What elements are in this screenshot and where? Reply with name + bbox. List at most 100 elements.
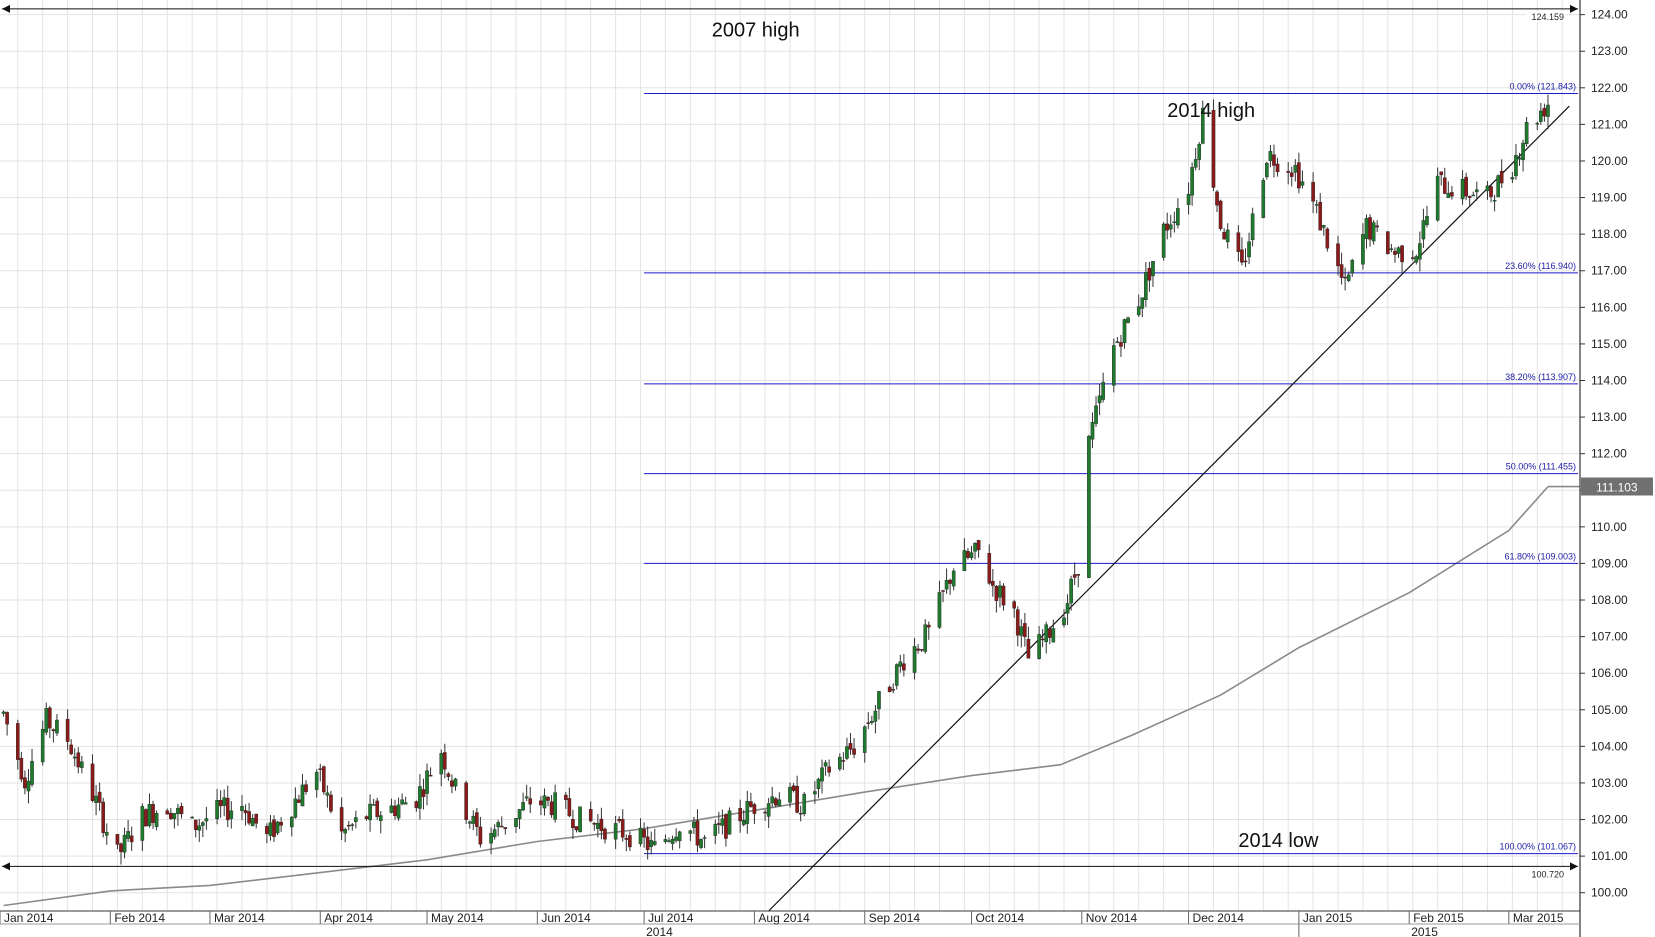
candle-body — [314, 771, 319, 790]
candle-body — [628, 835, 632, 848]
candle-body — [179, 806, 184, 815]
candle-body — [638, 827, 643, 845]
moving-average — [3, 485, 1580, 907]
candle-body — [439, 753, 444, 775]
candle-body — [1535, 122, 1540, 125]
candle-body — [1122, 319, 1127, 343]
candle-body — [741, 819, 746, 825]
candle-body — [791, 785, 796, 791]
candle-body — [1072, 574, 1077, 578]
candle-body — [1236, 232, 1241, 252]
candle-body — [667, 840, 671, 842]
candle-body — [951, 570, 956, 587]
candle-body — [1215, 191, 1219, 206]
candle-body — [1435, 175, 1440, 221]
y-tick-label: 118.00 — [1591, 227, 1627, 241]
candlesticks — [1, 94, 1550, 865]
fib-level-label: 23.60% (116.940) — [1505, 261, 1576, 271]
candle-body — [1339, 264, 1344, 278]
candle-body — [1186, 194, 1191, 205]
fib-level-label: 50.00% (111.455) — [1506, 462, 1576, 472]
candle-body — [663, 839, 668, 842]
candle-body — [1386, 231, 1390, 255]
candle-body — [670, 838, 675, 844]
candle-body — [887, 686, 892, 693]
candle-body — [1047, 628, 1052, 638]
candle-body — [941, 590, 945, 592]
candle-body — [976, 540, 981, 551]
x-month-label: Jul 2014 — [648, 911, 694, 925]
candle-body — [371, 804, 376, 806]
candle-body — [613, 823, 618, 840]
candle-body — [902, 663, 906, 671]
candle-body — [1001, 585, 1006, 606]
candle-body — [350, 824, 355, 826]
candle-body — [1489, 186, 1493, 197]
candle-body — [1094, 405, 1098, 424]
candle-body — [592, 823, 597, 825]
candle-body — [773, 798, 778, 806]
y-tick-label: 108.00 — [1591, 593, 1628, 607]
candle-body — [539, 800, 543, 806]
candle-body — [542, 795, 547, 809]
candle-body — [129, 835, 134, 843]
candle-body — [254, 813, 259, 824]
candle-body — [841, 760, 846, 762]
candle-body — [1293, 165, 1298, 173]
candle-body — [1250, 213, 1255, 241]
candle-body — [1286, 170, 1290, 173]
candle-body — [894, 664, 899, 686]
candle-body — [838, 756, 842, 770]
candle-body — [1485, 185, 1490, 192]
candle-body — [19, 757, 24, 780]
candle-body — [343, 829, 347, 834]
candle-body — [1393, 250, 1397, 255]
candle-body — [923, 624, 928, 652]
candle-body — [1343, 276, 1347, 279]
candle-body — [1243, 260, 1248, 263]
candle-body — [329, 794, 333, 812]
x-month-label: Feb 2014 — [114, 911, 165, 925]
candle-body — [877, 691, 881, 710]
candle-body — [1097, 395, 1102, 404]
candle-body — [154, 813, 159, 827]
candle-body — [94, 795, 98, 803]
reference-label: 100.720 — [1531, 869, 1564, 879]
candle-body — [677, 831, 682, 842]
y-tick-label: 121.00 — [1591, 117, 1628, 131]
candle-body — [788, 787, 792, 803]
candle-body — [197, 825, 202, 831]
candle-body — [1289, 172, 1294, 177]
candle-body — [1225, 229, 1230, 243]
candle-body — [891, 689, 895, 691]
candle-body — [304, 784, 308, 792]
candle-body — [478, 826, 483, 845]
candle-body — [293, 798, 298, 818]
candle-body — [1069, 578, 1073, 604]
candle-body — [72, 756, 77, 759]
candle-body — [115, 834, 120, 845]
candle-body — [122, 834, 127, 853]
candle-body — [1261, 180, 1266, 218]
trendline-layer — [768, 105, 1570, 912]
candle-body — [215, 800, 219, 820]
candle-body — [1364, 218, 1369, 239]
y-tick-label: 114.00 — [1591, 373, 1627, 387]
y-tick-label: 123.00 — [1591, 44, 1628, 58]
candle-body — [948, 579, 952, 584]
candle-body — [517, 809, 522, 820]
candle-body — [475, 812, 479, 827]
candle-body — [1193, 159, 1198, 168]
candle-body — [144, 809, 148, 827]
candle-body — [752, 804, 757, 814]
candle-body — [229, 810, 234, 819]
candle-body — [642, 829, 646, 838]
candle-body — [300, 784, 305, 807]
candle-body — [713, 823, 718, 836]
y-tick-label: 119.00 — [1591, 191, 1627, 205]
candle-body — [1311, 181, 1315, 202]
candle-body — [823, 762, 828, 767]
candle-body — [852, 748, 856, 755]
moving-average-line — [3, 486, 1549, 907]
